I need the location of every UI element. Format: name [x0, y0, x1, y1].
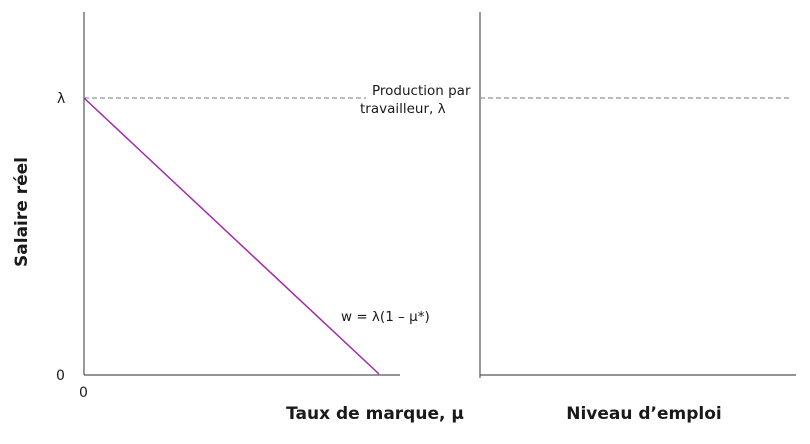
wage-curve — [83, 97, 380, 375]
wage-curve-label: w = λ(1 – μ*) — [341, 309, 430, 325]
right-x-axis-title: Niveau d’emploi — [566, 404, 722, 424]
y-axis-title: Salaire réel — [12, 157, 32, 267]
production-per-worker-label-line2: travailleur, λ — [360, 101, 446, 117]
y-tick-lambda: λ — [57, 91, 65, 107]
y-tick-zero: 0 — [56, 368, 65, 384]
x-tick-zero: 0 — [79, 385, 88, 401]
production-per-worker-label-line1: Production par — [372, 83, 471, 99]
left-x-axis-title: Taux de marque, μ — [286, 404, 464, 424]
